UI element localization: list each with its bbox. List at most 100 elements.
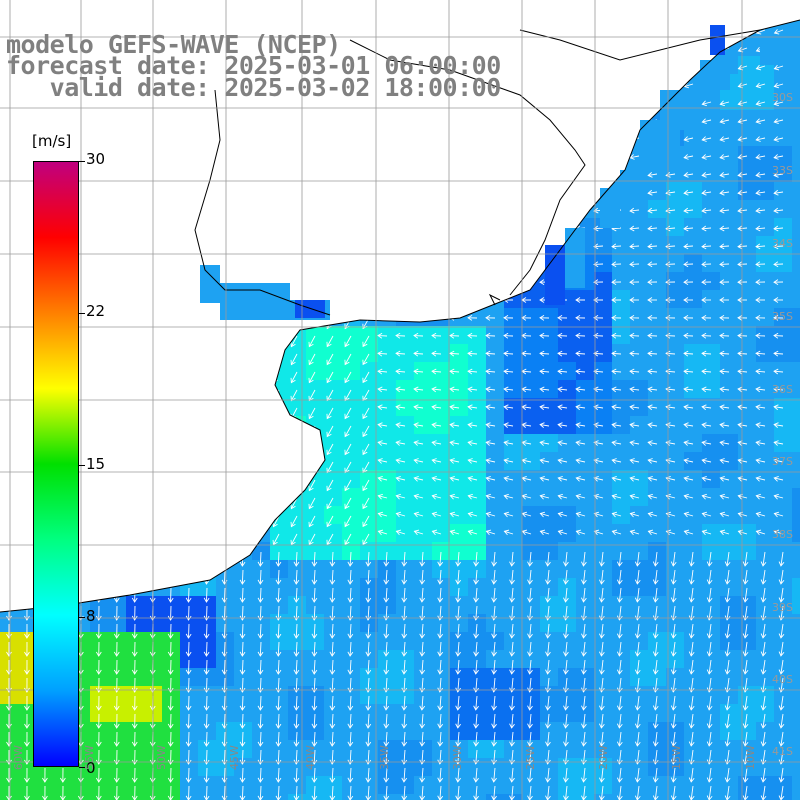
wind-arrow [259, 623, 262, 639]
wind-arrow-head [413, 493, 419, 500]
wind-cell [702, 236, 720, 254]
wind-cell [756, 164, 774, 182]
wind-arrow-head [701, 189, 707, 196]
wind-cell [198, 668, 216, 686]
wind-cell [576, 650, 594, 668]
wind-arrow-head [701, 475, 707, 482]
wind-arrow-head [395, 458, 401, 464]
wind-arrow [774, 83, 784, 87]
wind-cell [378, 650, 396, 668]
wind-arrow-head [503, 350, 509, 357]
wind-arrow-head [329, 615, 336, 621]
wind-arrow-head [737, 529, 744, 536]
wind-arrow-head [670, 597, 677, 603]
wind-arrow-head [431, 368, 437, 375]
wind-cell [432, 596, 450, 614]
wind-arrow [273, 533, 280, 545]
wind-arrow-head [611, 243, 617, 250]
wind-arrow-head [467, 458, 473, 464]
wind-arrow [540, 406, 550, 409]
wind-cell [234, 794, 252, 800]
wind-arrow-head [485, 422, 491, 428]
wind-cell [306, 488, 324, 506]
wind-arrow-head [431, 493, 437, 500]
wind-cell [126, 650, 144, 668]
wind-cell [756, 560, 774, 578]
wind-arrow [450, 388, 460, 391]
wind-arrow-head [755, 64, 762, 71]
wind-arrow-head [503, 422, 509, 428]
wind-cell [702, 200, 720, 218]
wind-cell [684, 290, 702, 308]
wind-arrow-head [575, 332, 581, 339]
wind-arrow [326, 389, 334, 401]
wind-arrow-head [647, 386, 653, 393]
wind-cell [360, 632, 378, 650]
wind-cell [792, 38, 800, 56]
wind-cell [558, 704, 576, 722]
wind-arrow [630, 441, 640, 445]
wind-arrow-head [773, 529, 780, 536]
wind-arrow-head [485, 350, 491, 357]
wind-arrow [702, 530, 712, 535]
wind-arrow-head [377, 332, 383, 339]
wind-cell [522, 290, 540, 308]
wind-cell [396, 758, 414, 776]
wind-cell [522, 452, 540, 470]
wind-arrow [755, 352, 766, 355]
wind-cell [306, 362, 324, 380]
wind-arrow-head [557, 458, 563, 464]
wind-cell [288, 776, 306, 794]
wind-arrow-head [344, 503, 350, 510]
wind-cell [162, 668, 180, 686]
wind-cell [648, 758, 666, 776]
wind-arrow [701, 370, 712, 373]
wind-arrow-head [742, 579, 749, 585]
wind-cell [702, 614, 720, 632]
wind-cell [612, 272, 630, 290]
wind-cell [306, 614, 324, 632]
wind-arrow-head [467, 314, 473, 321]
wind-cell [738, 74, 756, 92]
wind-arrow [558, 477, 568, 481]
wind-cell [0, 740, 18, 758]
wind-arrow [414, 406, 424, 409]
wind-arrow [521, 352, 532, 355]
wind-cell [342, 560, 360, 578]
wind-arrow-head [24, 633, 30, 639]
wind-cell [576, 488, 594, 506]
wind-cell [756, 434, 774, 452]
wind-cell [612, 722, 630, 740]
wind-cell [612, 452, 630, 470]
wind-cell [450, 416, 468, 434]
wind-cell [378, 614, 396, 632]
wind-cell [630, 614, 648, 632]
wind-arrow [774, 29, 784, 34]
wind-arrow-head [539, 529, 546, 536]
wind-arrow [504, 424, 514, 427]
wind-arrow-head [449, 511, 456, 518]
wind-arrow-head [665, 404, 671, 411]
wind-cell [342, 794, 360, 800]
wind-cell [198, 650, 216, 668]
wind-cell [414, 704, 432, 722]
wind-cell [432, 416, 450, 434]
wind-arrow-head [362, 539, 368, 546]
wind-arrow-head [95, 633, 102, 639]
wind-cell [756, 614, 774, 632]
wind-cell [684, 434, 702, 452]
wind-cell [432, 398, 450, 416]
wind-cell [684, 578, 702, 596]
wind-cell [792, 146, 800, 164]
wind-arrow [708, 605, 712, 620]
wind-arrow [449, 370, 460, 373]
wind-cell [270, 668, 288, 686]
wind-arrow [738, 119, 748, 123]
wind-arrow [719, 370, 730, 373]
wind-arrow-head [670, 561, 677, 567]
wind-arrow-head [706, 579, 713, 585]
wind-cell [540, 398, 558, 416]
wind-cell [630, 560, 648, 578]
wind-cell [774, 344, 792, 362]
wind-arrow-head [344, 395, 350, 402]
